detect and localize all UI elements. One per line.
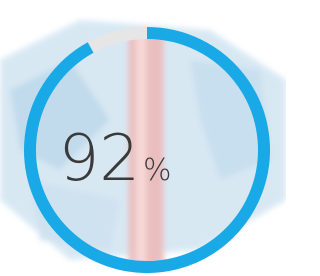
value-label: 92 bbox=[59, 122, 140, 196]
gauge-widget: 92 % bbox=[0, 0, 286, 276]
unit-label: % bbox=[143, 153, 172, 188]
